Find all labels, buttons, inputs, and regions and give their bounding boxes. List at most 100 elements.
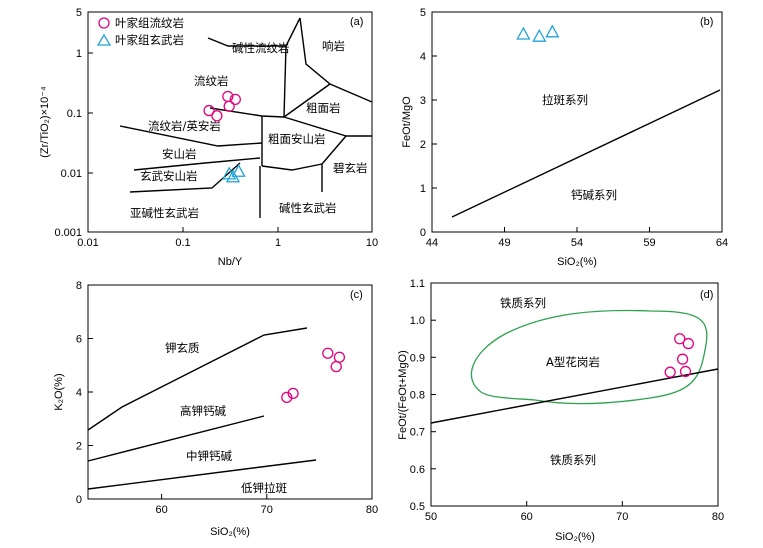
- panel-c-ytick-4: 8: [76, 280, 82, 292]
- panel-a-ytick-2: 0.1: [67, 108, 82, 120]
- panel-c-point-circle-0: [281, 391, 293, 404]
- panel-d-xtick-2: 70: [616, 511, 628, 523]
- panel-b-field-0: 拉斑系列: [542, 93, 588, 107]
- panel-b-ytick-2: 2: [420, 139, 426, 151]
- panel-b-ticks: [431, 55, 723, 232]
- panel-d-field-0: 铁质系列: [500, 296, 546, 310]
- panel-a-point-circle-1: [211, 110, 223, 122]
- panel-a-field-9: 碱性玄武岩: [279, 201, 337, 215]
- panel-c-field-0: 钾玄质: [165, 341, 200, 355]
- panel-d-ytick-3: 0.8: [410, 390, 425, 402]
- panel-d-ylabel: FeOt/(FeOt+MgO): [397, 350, 409, 440]
- panel-a-xtick-1: 0.1: [175, 237, 190, 249]
- panel-d-divider-line: [430, 368, 719, 424]
- legend-rhyolite-label: 叶家组流纹岩: [115, 16, 184, 30]
- panel-c-ytick-3: 6: [76, 334, 82, 346]
- panel-b-xtick-0: 44: [426, 237, 438, 249]
- panel-a-point-circle-3: [223, 100, 235, 112]
- panel-a-ticks: [87, 11, 373, 232]
- panel-d-point-circle-0: [664, 366, 676, 378]
- panel-d: (d) 50 60 70 80 0.5 0.6 0.7 0.8 0.9 1.0 …: [397, 278, 724, 543]
- panel-d-ytick-4: 0.9: [410, 352, 425, 364]
- panel-c-points: [281, 347, 346, 404]
- panel-b-divider-line: [451, 89, 721, 218]
- panel-b-points: [516, 24, 560, 42]
- panel-a-field-4: 流纹岩/英安岩: [148, 119, 221, 133]
- panel-c-point-circle-3: [330, 360, 342, 373]
- panel-a-point-circle-0: [203, 104, 215, 117]
- panel-a-ylabel: (Zr/TiO₂)×10⁻⁴: [39, 86, 51, 158]
- panel-a-point-circle-4: [229, 93, 241, 105]
- panel-b: (b) 44 49 54 59 64 0 1 2 3 4 5 SiO₂(%) F…: [401, 7, 728, 268]
- panel-c-point-circle-1: [287, 387, 299, 399]
- panel-d-ytick-2: 0.7: [410, 427, 425, 439]
- panel-d-ticks: [430, 319, 719, 506]
- panel-c-frame: [87, 284, 373, 500]
- panel-a: (a) 0.01 0.1 1 10 0.001 0.01 0.1 1 5 Nb/…: [39, 7, 378, 268]
- panel-d-xtick-0: 50: [425, 511, 437, 523]
- panel-c-xlabel: SiO₂(%): [210, 526, 250, 538]
- panel-a-field-2: 流纹岩: [194, 74, 229, 88]
- panel-a-field-8: 玄武安山岩: [140, 169, 198, 183]
- panel-d-ytick-0: 0.5: [410, 501, 425, 513]
- panel-c-point-circle-4: [333, 351, 346, 363]
- panel-c-ylabel: K₂O(%): [53, 373, 65, 410]
- panel-b-xtick-2: 54: [571, 237, 583, 249]
- panel-d-xlabel: SiO₂(%): [555, 531, 595, 543]
- panel-b-xtick-4: 64: [716, 237, 728, 249]
- panel-b-label: (b): [700, 16, 713, 28]
- panel-d-xtick-1: 60: [521, 511, 533, 523]
- panel-d-ytick-6: 1.1: [410, 278, 425, 290]
- panel-c-ticks: [88, 338, 268, 499]
- panel-a-ytick-1: 0.01: [61, 168, 82, 180]
- legend-rhyolite-marker: [98, 17, 110, 29]
- panel-d-a-type-granite-field: [470, 309, 708, 405]
- panel-d-points: [664, 333, 694, 378]
- panel-a-xtick-2: 1: [275, 237, 281, 249]
- panel-c-xtick-1: 70: [261, 504, 273, 516]
- panel-c-ytick-2: 4: [76, 387, 82, 399]
- panel-d-point-circle-2: [676, 353, 689, 365]
- panel-a-field-6: 安山岩: [162, 147, 197, 161]
- panel-c: (c) 60 70 80 0 2 4 6 8 SiO₂(%) K₂O(%) 钾玄…: [53, 280, 378, 538]
- panel-c-field-2: 中钾钙碱: [186, 449, 232, 463]
- panel-d-frame: [430, 282, 719, 507]
- panel-a-field-10: 亚碱性玄武岩: [130, 206, 199, 220]
- panel-c-field-1: 高钾钙碱: [180, 404, 226, 418]
- panel-c-label: (c): [350, 289, 363, 301]
- panel-b-ylabel: FeOt/MgO: [401, 96, 413, 148]
- panel-d-label: (d): [700, 289, 713, 301]
- panel-a-label: (a): [350, 16, 363, 28]
- panel-d-field-1: A型花岗岩: [546, 355, 600, 369]
- panel-c-ytick-1: 2: [76, 441, 82, 453]
- panel-c-ytick-0: 0: [76, 494, 82, 506]
- panel-d-point-circle-4: [682, 337, 694, 350]
- panel-a-xlabel: Nb/Y: [218, 256, 243, 268]
- panel-b-ytick-5: 5: [420, 7, 426, 19]
- legend-basalt-label: 叶家组玄武岩: [115, 33, 184, 47]
- panel-a-legend: 叶家组流纹岩 叶家组玄武岩: [96, 16, 184, 47]
- panel-c-field-3: 低钾拉斑: [241, 481, 287, 495]
- panel-c-point-circle-2: [322, 347, 334, 359]
- panel-d-ytick-5: 1.0: [410, 315, 425, 327]
- panel-a-field-boundaries: [119, 17, 373, 218]
- panel-a-field-0: 碱性流纹岩: [232, 41, 290, 55]
- panel-a-frame: [87, 11, 373, 233]
- panel-c-series-boundaries: [87, 327, 317, 490]
- panel-d-field-2: 铁质系列: [550, 453, 596, 467]
- panel-d-point-circle-3: [679, 365, 692, 378]
- panel-b-ytick-0: 0: [420, 227, 426, 239]
- panel-a-ytick-0: 0.001: [54, 227, 82, 239]
- panel-a-xtick-0: 0.01: [77, 237, 98, 249]
- panel-a-points: [203, 90, 246, 183]
- legend-basalt-marker: [96, 33, 112, 46]
- panel-a-field-5: 粗面安山岩: [268, 132, 326, 146]
- panel-b-ytick-1: 1: [420, 183, 426, 195]
- panel-b-point-triangle-0: [516, 26, 531, 40]
- panel-b-point-triangle-1: [532, 28, 547, 42]
- panel-b-field-1: 钙碱系列: [571, 188, 617, 202]
- panel-b-ytick-4: 4: [420, 51, 426, 63]
- panel-c-xtick-2: 80: [366, 504, 378, 516]
- panel-d-point-circle-1: [674, 333, 686, 345]
